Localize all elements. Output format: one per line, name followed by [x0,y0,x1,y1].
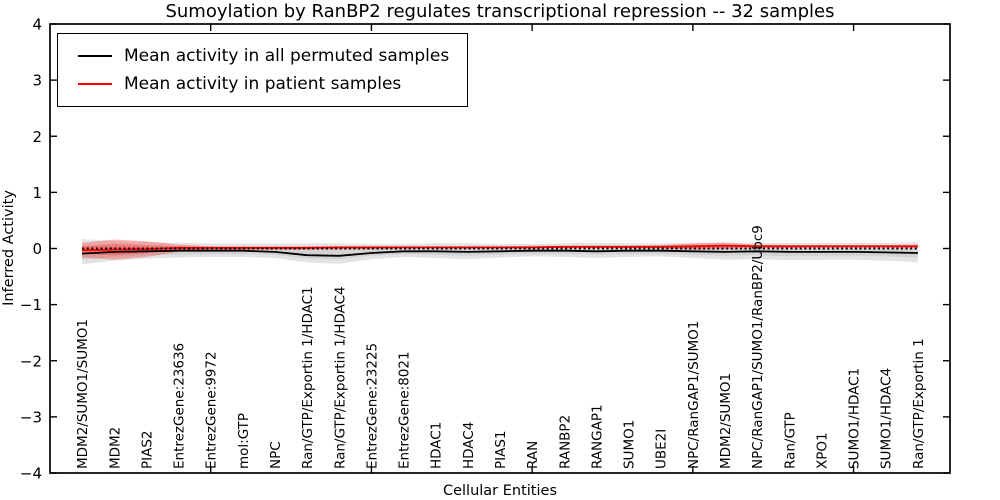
y-tick-label: 2 [32,128,42,146]
x-category-label: EntrezGene:9972 [204,351,220,469]
x-category-label: PIAS1 [493,430,509,469]
y-tick-label: 4 [32,16,42,34]
patient-band-outer [82,239,918,260]
x-axis-label: Cellular Entities [443,483,557,499]
x-category-label: RAN [525,441,541,469]
y-tick-label: −2 [20,352,42,370]
legend: Mean activity in all permuted samples Me… [57,33,469,107]
x-category-label: HDAC4 [461,422,477,469]
x-category-label: HDAC1 [429,422,445,469]
x-category-label: NPC [268,441,284,469]
x-category-label: NPC/RanGAP1/SUMO1 [686,321,702,469]
x-category-label: SUMO1/HDAC1 [847,368,863,469]
x-category-label: EntrezGene:8021 [397,351,413,469]
legend-line-permuted-swatch [78,55,112,57]
x-category-label: EntrezGene:23225 [364,343,380,469]
legend-line-patient-swatch [78,83,112,85]
x-category-label: Ran/GTP/Exportin 1/HDAC4 [332,286,348,469]
x-category-label: SUMO1/HDAC4 [879,368,895,469]
x-category-label: MDM2/SUMO1 [718,373,734,469]
y-tick-label: 0 [32,240,42,258]
x-category-label: Ran/GTP/Exportin 1/HDAC1 [300,286,316,469]
tick-labels: 4 3 2 1 0 −1 −2 −3 −4 MDM2/SUMO1/SUMO1 MDM2 PIAS2 En… [20,16,927,483]
x-category-label: RANBP2 [557,415,573,469]
permuted-mean-line [82,249,918,257]
legend-label-patient: Mean activity in patient samples [124,74,402,94]
legend-entry-patient: Mean activity in patient samples [58,70,449,98]
x-category-label: SUMO1 [622,420,638,469]
legend-label-permuted: Mean activity in all permuted samples [124,46,450,66]
y-tick-label: 3 [32,72,42,90]
y-axis-label: Inferred Activity [1,190,17,306]
y-tick-label: −4 [20,465,42,483]
x-category-label: mol:GTP [236,413,252,469]
x-category-label: XPO1 [814,432,830,469]
x-category-label: RANGAP1 [589,404,605,469]
x-category-label: NPC/RanGAP1/SUMO1/RanBP2/Ubc9 [750,225,766,469]
chart-title: Sumoylation by RanBP2 regulates transcri… [165,1,834,22]
mean-lines [82,244,918,257]
y-tick-label: −1 [20,296,42,314]
y-tick-label: −3 [20,408,42,426]
x-category-label: MDM2/SUMO1/SUMO1 [75,319,91,469]
x-category-label: EntrezGene:23636 [172,343,188,469]
x-category-label: UBE2I [654,429,670,469]
x-category-label: Ran/GTP [782,412,798,469]
y-tick-label: 1 [32,184,42,202]
legend-entry-permuted: Mean activity in all permuted samples [58,42,449,70]
axes [49,23,951,474]
x-category-label: PIAS2 [139,430,155,469]
x-category-label: MDM2 [107,427,123,469]
x-category-label: Ran/GTP/Exportin 1 [911,338,927,469]
